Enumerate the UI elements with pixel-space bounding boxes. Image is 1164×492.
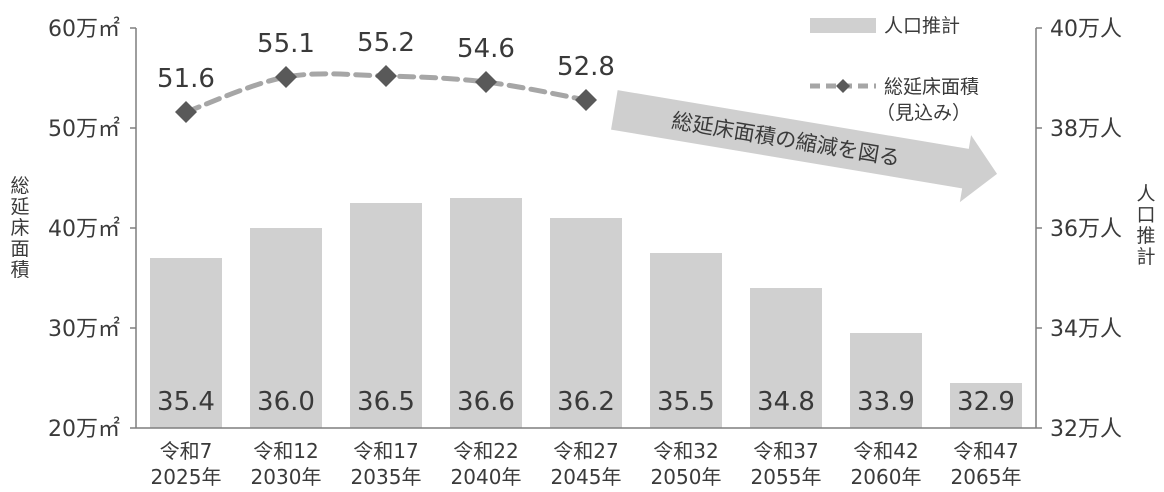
floor-area-value-label: 55.1 — [257, 29, 315, 59]
right-axis-title-char: 推 — [1136, 225, 1155, 247]
x-axis-year-label: 2040年 — [451, 465, 522, 489]
x-axis-category-label: 令和37 — [753, 439, 818, 463]
x-axis-category-label: 令和22 — [453, 439, 518, 463]
x-axis-category-label: 令和47 — [953, 439, 1018, 463]
population-bar-value-label: 35.5 — [657, 387, 715, 417]
x-axis-year-label: 2055年 — [751, 465, 822, 489]
population-bar — [850, 333, 922, 428]
population-bar — [750, 288, 822, 428]
floor-area-point — [575, 89, 597, 111]
population-bar — [450, 198, 522, 428]
x-axis-category-label: 令和17 — [353, 439, 418, 463]
legend-floor-area-marker — [836, 79, 850, 93]
population-bar — [250, 228, 322, 428]
left-axis-tick-label: 50万㎡ — [48, 116, 120, 142]
floor-area-value-label: 54.6 — [457, 34, 515, 64]
population-bar-value-label: 34.8 — [757, 387, 815, 417]
population-bar — [950, 383, 1022, 428]
right-axis-tick-label: 34万人 — [1050, 317, 1122, 342]
left-axis-tick-label: 40万㎡ — [48, 216, 120, 242]
right-axis-tick-label: 38万人 — [1050, 117, 1122, 142]
floor-area-value-label: 55.2 — [357, 28, 415, 58]
population-bar-value-label: 36.6 — [457, 387, 515, 417]
population-bar-value-label: 35.4 — [157, 387, 215, 417]
population-bar-value-label: 32.9 — [957, 387, 1015, 417]
population-bar-value-label: 36.2 — [557, 387, 615, 417]
x-axis-category-label: 令和12 — [253, 439, 318, 463]
left-axis-title-char: 面 — [10, 238, 29, 260]
right-axis-tick-label: 32万人 — [1050, 417, 1122, 442]
population-bar-value-label: 33.9 — [857, 387, 915, 417]
right-axis-title-char: 口 — [1136, 204, 1155, 226]
floor-area-point — [475, 71, 497, 93]
left-axis-title-char: 積 — [10, 259, 29, 281]
floor-area-point — [275, 66, 297, 88]
legend-population-swatch — [810, 18, 876, 33]
legend-floor-area-sublabel: （見込み） — [876, 102, 971, 124]
x-axis-year-label: 2025年 — [151, 465, 222, 489]
legend-population-label: 人口推計 — [884, 15, 960, 37]
population-bar-value-label: 36.0 — [257, 387, 315, 417]
right-axis-tick-label: 40万人 — [1050, 17, 1122, 42]
x-axis-year-label: 2050年 — [651, 465, 722, 489]
floor-area-value-label: 51.6 — [157, 64, 215, 94]
left-axis-title-char: 総 — [10, 175, 29, 197]
x-axis-year-label: 2060年 — [851, 465, 922, 489]
reduction-arrow-shape — [611, 90, 998, 203]
x-axis-year-label: 2045年 — [551, 465, 622, 489]
left-axis-tick-label: 30万㎡ — [48, 316, 120, 342]
left-axis-title-char: 延 — [10, 196, 29, 218]
population-bar — [650, 253, 722, 428]
population-bar — [350, 203, 422, 428]
floor-area-point — [375, 65, 397, 87]
x-axis-year-label: 2035年 — [351, 465, 422, 489]
left-axis-tick-label: 60万㎡ — [48, 16, 120, 42]
left-axis-title: 総延床面積 — [10, 175, 29, 281]
right-axis-tick-label: 36万人 — [1050, 217, 1122, 242]
x-axis-category-label: 令和32 — [653, 439, 718, 463]
left-axis-title-char: 床 — [10, 217, 29, 239]
right-axis-title-char: 人 — [1136, 183, 1155, 205]
population-bar — [550, 218, 622, 428]
legend-floor-area-label: 総延床面積 — [884, 76, 979, 98]
x-axis-category-label: 令和42 — [853, 439, 918, 463]
right-axis-title-char: 計 — [1136, 246, 1155, 268]
x-axis-category-label: 令和7 — [160, 439, 213, 463]
x-axis-category-label: 令和27 — [553, 439, 618, 463]
x-axis-year-label: 2065年 — [951, 465, 1022, 489]
x-axis-year-label: 2030年 — [251, 465, 322, 489]
floor-area-point — [175, 101, 197, 123]
population-bar — [150, 258, 222, 428]
population-bar-value-label: 36.5 — [357, 387, 415, 417]
right-axis-title: 人口推計 — [1136, 183, 1155, 268]
floor-area-value-label: 52.8 — [557, 52, 615, 82]
left-axis-tick-label: 20万㎡ — [48, 416, 120, 442]
